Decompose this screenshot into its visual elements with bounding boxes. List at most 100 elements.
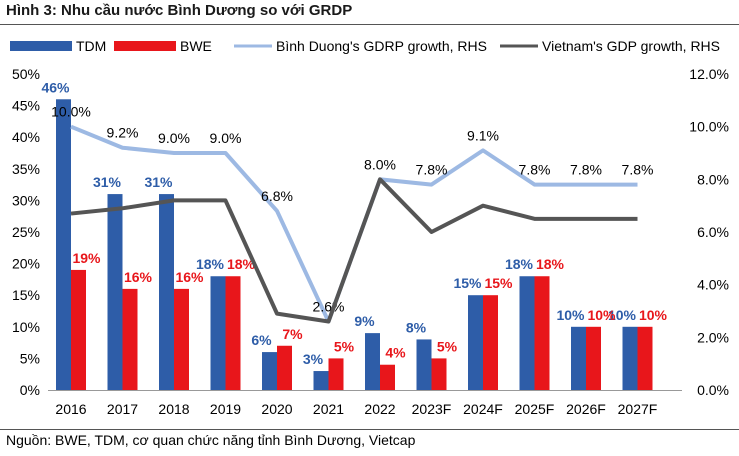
chart-legend: TDM BWE Bình Duong's GDRP growth, RHS Vietn… [10,38,720,54]
line-label-2025F: 7.8% [519,162,551,178]
bar-label-tdm-2027F: 10% [608,307,637,323]
bar-label-tdm-2018: 31% [144,174,173,190]
bar-bwe-2022 [380,364,395,390]
bar-tdm-2017 [107,194,123,390]
left-tick-label: 40% [12,129,40,145]
line-series-0 [70,124,638,324]
bar-bwe-2027F [637,326,653,390]
x-tick-label: 2021 [313,401,344,417]
x-tick-label: 2020 [261,401,292,417]
line-label-2020: 6.8% [261,188,293,204]
bar-label-bwe-2021: 5% [334,338,355,354]
x-tick-label: 2022 [364,401,395,417]
source-note: Nguồn: BWE, TDM, cơ quan chức năng tỉnh … [6,432,416,448]
bar-tdm-2016 [56,99,71,390]
bar-tdm-2022 [365,333,380,390]
left-tick-label: 5% [20,350,40,366]
left-tick-label: 35% [12,161,40,177]
left-tick-label: 0% [20,382,40,398]
bar-bwe-2026F [586,326,601,390]
x-tick-label: 2023F [412,401,452,417]
bar-label-tdm-2021: 3% [303,351,324,367]
right-tick-label: 10.0% [689,119,729,135]
line-label-2016: 10.0% [51,104,91,120]
right-tick-label: 8.0% [697,171,729,187]
bar-label-bwe-2020: 7% [282,326,303,342]
bar-label-bwe-2023F: 5% [437,338,458,354]
bar-tdm-2021 [313,371,329,390]
right-tick-label: 2.0% [697,329,729,345]
bar-bwe-2018 [174,288,189,390]
bar-bwe-2021 [328,358,344,390]
bar-label-bwe-2026F: 10% [587,307,616,323]
bar-tdm-2024F [468,295,483,390]
line-label-2017: 9.2% [107,125,139,141]
bar-bwe-2024F [483,295,498,390]
bar-label-bwe-2019: 18% [227,256,256,272]
bar-tdm-2025F [519,276,535,390]
bar-bwe-2019 [225,276,241,390]
bar-tdm-2027F [622,326,638,390]
line-series: 10.0% 9.2% 9.0% 9.0% 6.8% 2.6% 8.0% 7.8% 9.1% 7.8… [51,104,654,324]
bar-label-tdm-2022: 9% [354,313,375,329]
line-label-2023F: 7.8% [416,162,448,178]
bar-tdm-2026F [571,326,586,390]
line-label-2021: 2.6% [313,299,345,315]
bar-label-tdm-2019: 18% [196,256,225,272]
legend-label-1: BWE [180,38,212,54]
bar-label-bwe-2016: 19% [72,250,101,266]
legend-label-3: Vietnam's GDP growth, RHS [542,38,720,54]
x-tick-label: 2016 [55,401,86,417]
line-label-2022: 8.0% [364,156,396,172]
line-label-2024F: 9.1% [467,127,499,143]
left-tick-label: 15% [12,287,40,303]
line-label-2026F: 7.8% [570,162,602,178]
bar-label-tdm-2023F: 8% [406,319,427,335]
right-tick-label: 4.0% [697,277,729,293]
bar-label-tdm-2026F: 10% [556,307,585,323]
x-tick-label: 2018 [158,401,189,417]
left-tick-label: 30% [12,192,40,208]
bar-label-bwe-2027F: 10% [639,307,668,323]
right-tick-label: 6.0% [697,224,729,240]
x-tick-label: 2019 [210,401,241,417]
bar-tdm-2020 [262,352,277,390]
legend-swatch-1 [114,41,176,51]
legend-swatch-0 [10,41,72,51]
x-tick-label: 2025F [515,401,555,417]
line-label-2018: 9.0% [158,130,190,146]
bar-label-bwe-2025F: 18% [536,256,565,272]
x-tick-label: 2026F [566,401,606,417]
left-tick-label: 25% [12,224,40,240]
bar-tdm-2023F [416,339,432,390]
right-tick-label: 12.0% [689,66,729,82]
bar-label-bwe-2017: 16% [124,269,153,285]
bar-bwe-2020 [277,345,292,390]
legend-label-0: TDM [76,38,106,54]
bar-label-tdm-2024F: 15% [453,275,482,291]
bar-label-tdm-2020: 6% [251,332,272,348]
bar-tdm-2018 [159,194,174,390]
bar-label-bwe-2022: 4% [385,345,406,361]
x-tick-label: 2017 [107,401,138,417]
bar-label-tdm-2025F: 18% [505,256,534,272]
bar-label-tdm-2016: 46% [41,79,70,95]
x-tick-label: 2027F [618,401,658,417]
bar-label-bwe-2024F: 15% [484,275,513,291]
bar-bwe-2025F [534,276,550,390]
bar-label-bwe-2018: 16% [175,269,204,285]
right-axis-ticks: 0.0% 2.0% 4.0% 6.0% 8.0% 10.0% 12.0% [689,66,729,398]
title-divider [0,24,739,25]
bar-series: 46%31% 31%18%6%3%9% 8%15%18%10% 10%19%16% 16… [41,79,668,390]
bar-bwe-2016 [71,269,86,390]
bar-bwe-2017 [122,288,138,390]
right-tick-label: 0.0% [697,382,729,398]
left-tick-label: 45% [12,98,40,114]
line-label-2019: 9.0% [210,130,242,146]
source-divider [0,429,739,430]
line-label-2027F: 7.8% [622,162,654,178]
x-tick-label: 2024F [463,401,503,417]
bar-tdm-2019 [210,276,226,390]
left-tick-label: 50% [12,66,40,82]
